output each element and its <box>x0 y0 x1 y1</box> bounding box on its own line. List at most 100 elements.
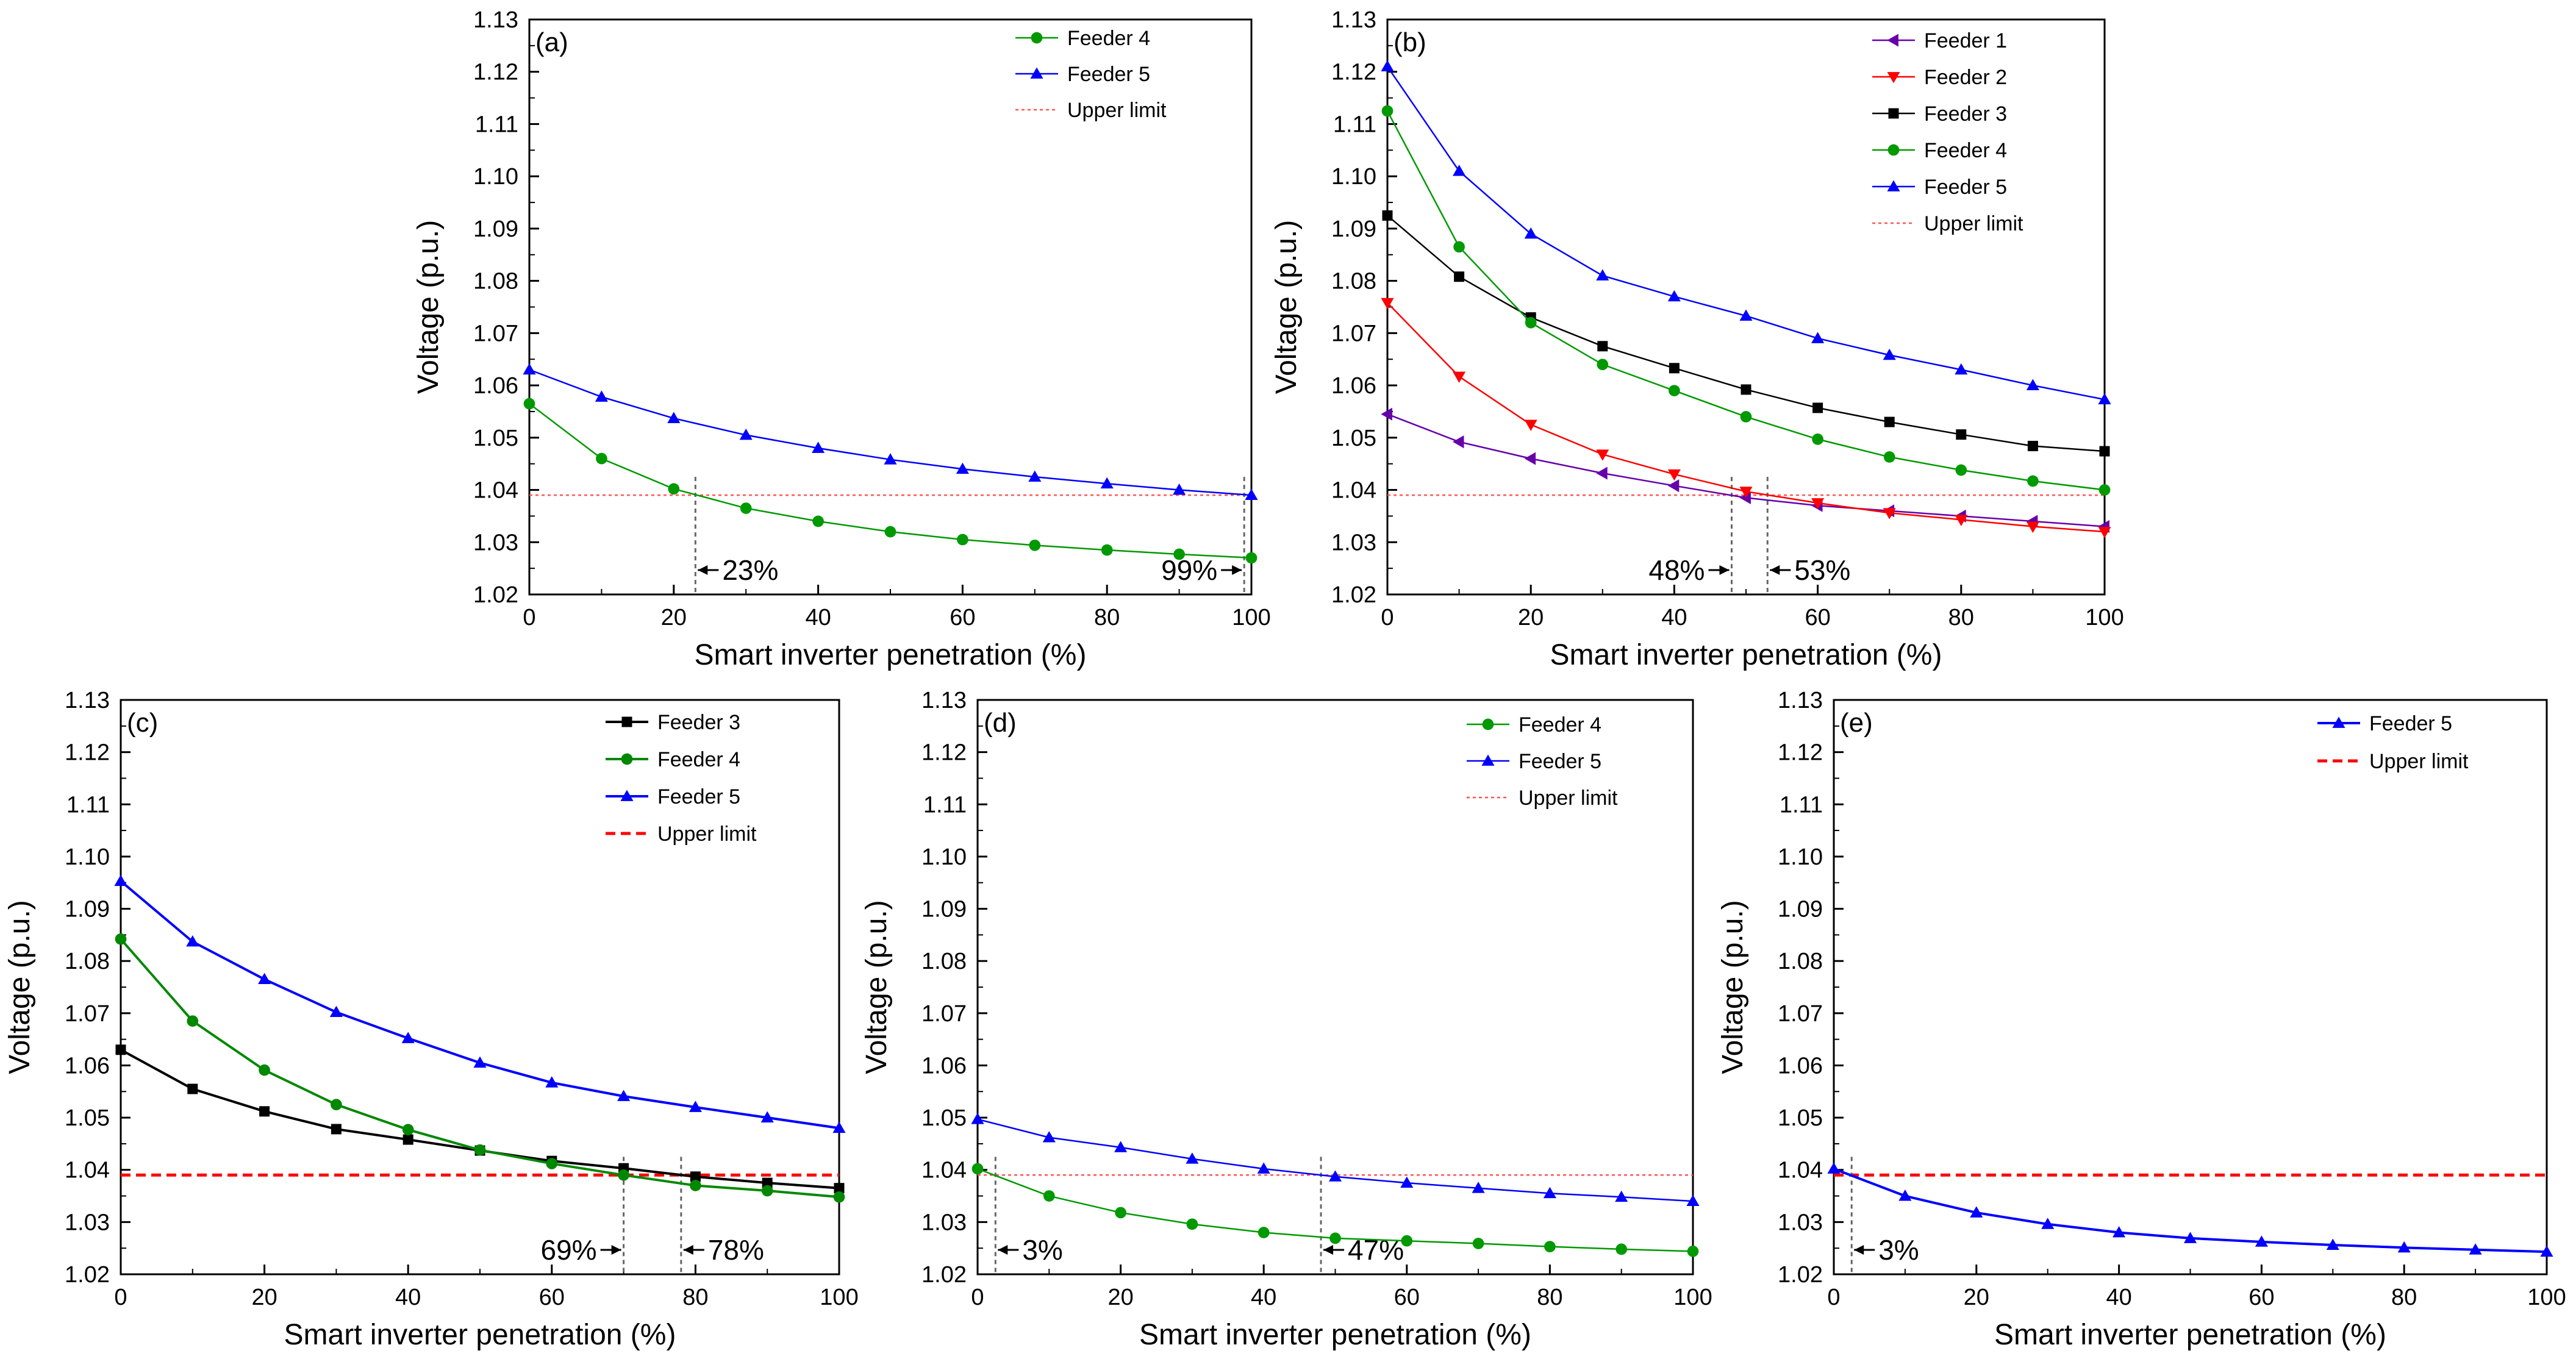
data-point-0-0 <box>971 1163 984 1175</box>
data-point-1-10 <box>1686 1194 1700 1207</box>
y-tick-label: 1.11 <box>1780 792 1823 818</box>
series-line-1 <box>120 938 840 1199</box>
x-tick-label: 20 <box>1518 605 1544 630</box>
data-point-1-5 <box>884 453 897 465</box>
legend-label: Feeder 2 <box>1924 66 2007 89</box>
x-axis-title: Smart inverter penetration (%) <box>1994 1319 2386 1351</box>
y-axis-title: Voltage (p.u.) <box>412 220 445 394</box>
data-point-2-4 <box>401 1032 415 1043</box>
x-axis-title: Smart inverter penetration (%) <box>1139 1319 1531 1351</box>
y-tick-label: 1.12 <box>473 60 518 85</box>
data-point-3-4 <box>1669 385 1680 397</box>
data-point-4-0 <box>1381 60 1394 72</box>
series-line-1 <box>529 369 1252 496</box>
legend-label: Upper limit <box>1519 787 1618 810</box>
legend: Feeder 4 Feeder 5 Upper limit <box>1015 27 1167 122</box>
data-point-1-3 <box>1186 1152 1199 1164</box>
panel-label: (e) <box>1840 708 1873 738</box>
y-tick-label: 1.05 <box>473 426 518 451</box>
data-point-0-4 <box>812 515 824 527</box>
series-line-2 <box>120 880 840 1130</box>
y-tick-label: 1.03 <box>1778 1210 1823 1235</box>
data-point-2-3 <box>329 1005 343 1018</box>
data-point-0-10 <box>834 1183 845 1194</box>
data-point-1-3 <box>331 1099 342 1111</box>
y-tick-label: 1.13 <box>921 688 967 713</box>
data-point-0-9 <box>2469 1243 2482 1255</box>
y-tick-label: 1.12 <box>65 740 110 766</box>
x-tick-label: 100 <box>1232 605 1270 630</box>
x-tick-label: 0 <box>1381 605 1394 630</box>
data-point-1-4 <box>402 1124 414 1136</box>
x-axis-title: Smart inverter penetration (%) <box>1550 639 1942 671</box>
data-point-1-8 <box>1955 515 1968 526</box>
data-point-2-8 <box>689 1101 702 1112</box>
x-tick-label: 0 <box>114 1285 127 1310</box>
legend-marker <box>1030 67 1043 79</box>
data-point-0-5 <box>1739 491 1751 504</box>
data-point-3-6 <box>1812 433 1823 445</box>
data-point-1-7 <box>1883 508 1896 519</box>
legend-label: Upper limit <box>1924 212 2023 235</box>
data-point-2-9 <box>2027 441 2038 452</box>
data-point-0-3 <box>331 1124 342 1135</box>
y-tick-label: 1.09 <box>65 897 110 922</box>
data-point-1-8 <box>1100 477 1114 489</box>
data-point-1-4 <box>1667 469 1681 481</box>
y-tick-label: 1.11 <box>1333 112 1376 137</box>
y-tick-label: 1.12 <box>1331 60 1376 85</box>
y-tick-label: 1.06 <box>921 1053 967 1079</box>
data-point-1-5 <box>474 1144 486 1156</box>
data-point-2-10 <box>2099 446 2110 457</box>
data-point-0-10 <box>2540 1245 2553 1257</box>
x-tick-label: 20 <box>1107 1285 1133 1310</box>
x-tick-label: 80 <box>1948 605 1974 630</box>
panel-label: (d) <box>984 708 1017 738</box>
data-point-4-4 <box>1667 290 1681 302</box>
data-point-3-1 <box>1453 241 1465 253</box>
legend-label: Upper limit <box>657 822 757 846</box>
y-tick-label: 1.04 <box>921 1158 967 1183</box>
data-point-1-0 <box>971 1113 984 1124</box>
data-point-1-9 <box>1615 1190 1628 1202</box>
legend-label: Feeder 5 <box>657 785 740 808</box>
data-point-1-7 <box>618 1169 629 1181</box>
x-tick-label: 80 <box>1537 1285 1562 1310</box>
y-tick-label: 1.05 <box>921 1105 967 1131</box>
data-point-0-2 <box>1970 1206 1983 1218</box>
x-tick-label: 40 <box>1661 605 1687 630</box>
data-point-0-4 <box>2113 1226 2126 1238</box>
annotation-label: 53% <box>1794 554 1850 586</box>
y-axis-title: Voltage (p.u.) <box>1717 900 1749 1074</box>
legend-label: Feeder 5 <box>1519 750 1601 773</box>
y-axis-title: Voltage (p.u.) <box>1270 220 1303 394</box>
data-point-4-8 <box>1955 363 1968 375</box>
x-axis-title: Smart inverter penetration (%) <box>284 1319 676 1351</box>
data-point-0-0 <box>115 1044 126 1055</box>
data-point-1-2 <box>667 412 681 424</box>
y-tick-label: 1.11 <box>475 112 518 137</box>
data-point-0-7 <box>2326 1238 2339 1250</box>
data-point-4-9 <box>2026 379 2039 390</box>
x-axis-title: Smart inverter penetration (%) <box>695 639 1087 671</box>
data-point-0-2 <box>668 483 680 495</box>
y-axis-title: Voltage (p.u.) <box>4 900 36 1074</box>
chart-panel-0: 1.02 1.03 1.04 1.05 1.06 1.07 1.08 1.09 1.10 1.11… <box>412 7 1271 671</box>
y-tick-label: 1.13 <box>1778 688 1823 713</box>
legend: Feeder 3 Feeder 4 Feeder 5 Upper limit <box>606 711 757 846</box>
legend-label: Feeder 4 <box>1519 713 1601 737</box>
data-point-1-6 <box>956 462 969 474</box>
x-tick-label: 20 <box>251 1285 277 1310</box>
data-point-0-8 <box>1544 1241 1556 1252</box>
y-tick-label: 1.09 <box>473 216 518 242</box>
chart-panel-1: 1.02 1.03 1.04 1.05 1.06 1.07 1.08 1.09 1.10 1.11… <box>1270 7 2124 671</box>
series-line-1 <box>977 1118 1694 1202</box>
data-point-1-10 <box>833 1191 845 1203</box>
legend: Feeder 1 Feeder 2 Feeder 3 Feeder 4 Feeder 5… <box>1872 29 2023 235</box>
y-tick-label: 1.07 <box>921 1001 967 1027</box>
data-point-3-10 <box>2098 484 2111 496</box>
data-point-1-1 <box>1042 1131 1056 1143</box>
legend-marker <box>1887 34 1898 47</box>
y-tick-label: 1.13 <box>1331 7 1376 33</box>
x-tick-label: 40 <box>805 605 831 630</box>
